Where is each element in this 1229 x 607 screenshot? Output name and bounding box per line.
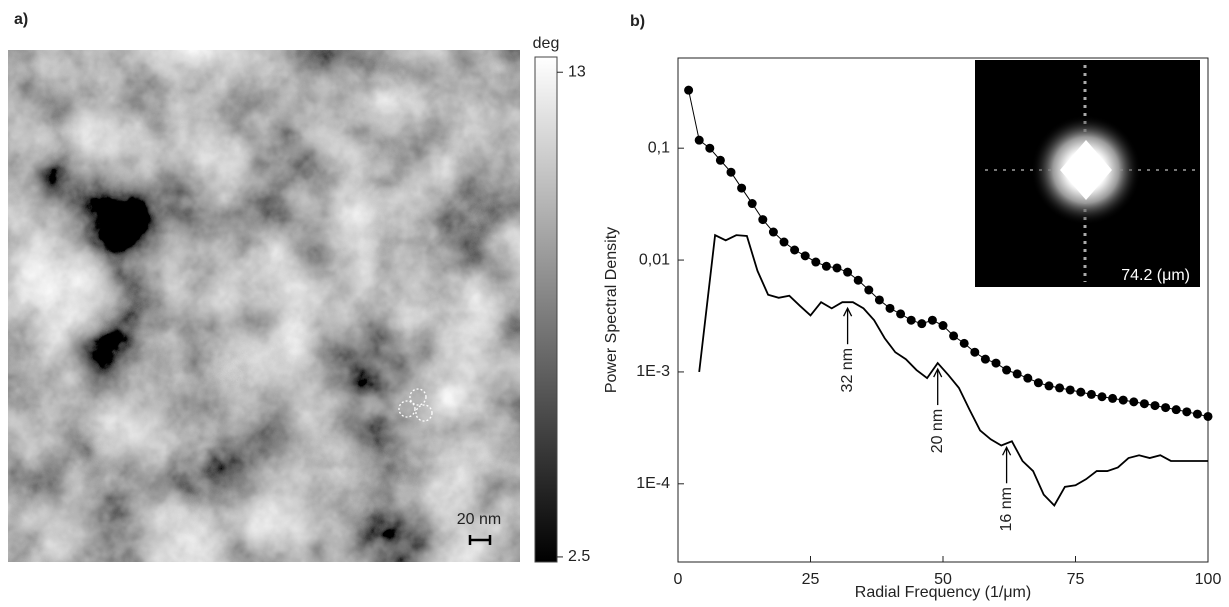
x-tick-label: 100 — [1195, 571, 1222, 588]
y-tick-label: 0,1 — [648, 139, 670, 156]
data-point — [1002, 365, 1012, 375]
inset-pattern — [985, 65, 1195, 282]
data-point — [715, 155, 725, 165]
data-point — [747, 199, 757, 209]
data-point — [991, 358, 1001, 368]
data-point — [694, 135, 704, 145]
data-point — [949, 331, 959, 341]
y-tick-label: 1E-4 — [636, 475, 670, 492]
annotation-label: 32 nm — [839, 348, 856, 392]
inset-label: 74.2 (μm) — [1121, 267, 1190, 284]
data-point — [970, 347, 980, 357]
afm-image — [8, 50, 520, 562]
scale-bar — [468, 535, 492, 545]
data-point — [1129, 397, 1139, 407]
data-point — [896, 309, 906, 319]
data-point — [768, 227, 778, 237]
data-point — [1065, 385, 1075, 395]
x-tick-label: 25 — [802, 571, 820, 588]
data-point — [1044, 381, 1054, 391]
particle-circles — [398, 388, 433, 422]
data-point — [1108, 393, 1118, 403]
data-point — [1055, 383, 1065, 393]
data-point — [1086, 389, 1096, 399]
scale-bar-label: 20 nm — [457, 511, 501, 528]
x-tick-label: 0 — [674, 571, 683, 588]
data-point — [1033, 378, 1043, 388]
data-point — [906, 315, 916, 325]
data-point — [1139, 399, 1149, 409]
data-point — [1182, 407, 1192, 417]
data-point — [1076, 387, 1086, 397]
data-point — [737, 183, 747, 193]
data-point — [1118, 395, 1128, 405]
colorbar-label: deg — [533, 35, 560, 52]
series-line — [698, 233, 1208, 507]
annotation-label: 16 nm — [998, 487, 1015, 531]
y-tick-label: 0,01 — [639, 251, 670, 268]
data-point — [874, 295, 884, 305]
data-point — [1171, 405, 1181, 415]
data-point — [821, 261, 831, 271]
data-point — [959, 338, 969, 348]
y-tick-label: 1E-3 — [636, 363, 670, 380]
panel-label: a) — [14, 11, 28, 28]
y-axis-label: Power Spectral Density — [603, 227, 620, 393]
data-point — [1203, 411, 1213, 421]
x-tick-label: 75 — [1067, 571, 1085, 588]
data-point — [684, 85, 694, 95]
panel-label: b) — [630, 13, 645, 30]
data-point — [726, 167, 736, 177]
data-point — [1150, 401, 1160, 411]
data-point — [811, 257, 821, 267]
colorbar-tick-label: 13 — [568, 63, 586, 80]
colorbar — [534, 56, 558, 563]
annotation-label: 20 nm — [929, 409, 946, 453]
annotation-arrowhead — [843, 306, 853, 317]
data-point — [853, 275, 863, 285]
data-point — [1097, 392, 1107, 402]
data-point — [980, 354, 990, 364]
data-point — [832, 263, 842, 273]
annotation-arrowhead — [1002, 445, 1012, 456]
data-point — [758, 215, 768, 225]
x-tick-label: 50 — [934, 571, 952, 588]
data-point — [917, 319, 927, 329]
annotation-arrowhead — [933, 367, 943, 378]
data-point — [1192, 409, 1202, 419]
data-point — [1012, 369, 1022, 379]
data-point — [1023, 373, 1033, 383]
data-point — [885, 303, 895, 313]
data-point — [705, 143, 715, 153]
x-axis-label: Radial Frequency (1/μm) — [855, 584, 1031, 601]
data-point — [938, 321, 948, 331]
data-point — [864, 285, 874, 295]
colorbar-tick-label: 2.5 — [568, 548, 590, 565]
data-point — [1161, 403, 1171, 413]
data-point — [927, 315, 937, 325]
data-point — [790, 245, 800, 255]
data-point — [800, 251, 810, 261]
data-point — [779, 237, 789, 247]
data-point — [843, 267, 853, 277]
